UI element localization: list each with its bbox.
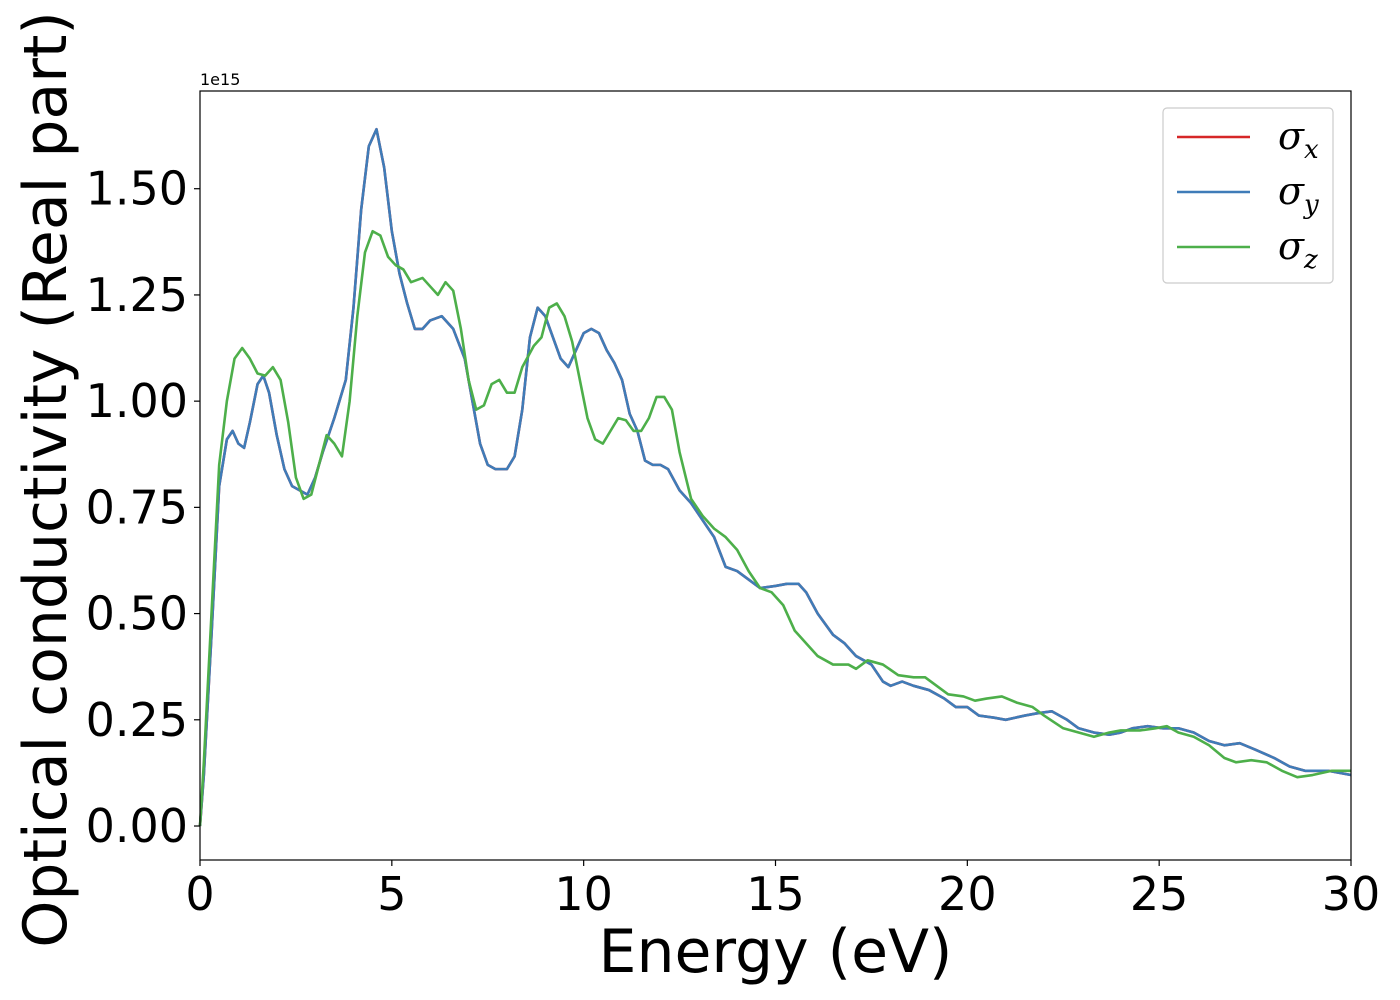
legend-label-z: σz [1278, 224, 1318, 275]
y-axis-label: Optical conductivity (Real part) [11, 11, 81, 948]
y-tick-label: 1.25 [86, 268, 188, 322]
x-tick-label: 0 [185, 867, 214, 921]
x-tick-label: 30 [1322, 867, 1381, 921]
legend-label-x: σx [1278, 114, 1319, 165]
x-tick-label: 25 [1130, 867, 1189, 921]
y-tick-label: 0.25 [86, 693, 188, 747]
y-tick-label: 1.00 [86, 374, 188, 428]
legend-box [1162, 107, 1334, 284]
legend-label-y: σy [1278, 169, 1319, 220]
series-layer [198, 127, 1352, 827]
x-axis-label: Energy (eV) [599, 917, 953, 987]
series-line-z [198, 229, 1351, 827]
ticks-layer: 0 5 10 15 20 25 30 0.00 0.25 0.50 0.75 1.00 1.25 1.50 [86, 162, 1381, 921]
x-tick-label: 20 [938, 867, 997, 921]
series-line-y [198, 127, 1352, 827]
y-tick-label: 1.50 [86, 162, 188, 216]
x-tick-label: 15 [746, 867, 805, 921]
x-tick-label: 5 [377, 867, 406, 921]
y-offset-label: 1e15 [200, 70, 240, 89]
y-tick-label: 0.50 [86, 587, 188, 641]
x-tick-label: 10 [554, 867, 613, 921]
y-tick-label: 0.75 [86, 480, 188, 534]
y-tick-label: 0.00 [86, 799, 188, 853]
